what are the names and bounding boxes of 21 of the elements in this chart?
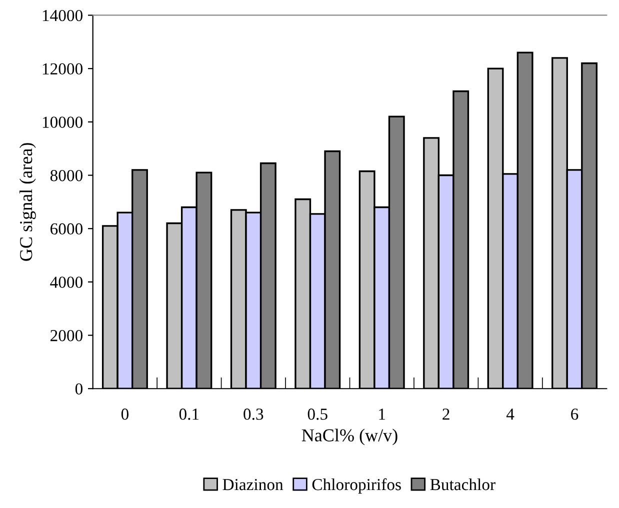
x-axis-title: NaCl% (w/v) bbox=[302, 428, 398, 446]
y-tick-label: 14000 bbox=[42, 10, 82, 22]
x-tick-label: 0.3 bbox=[244, 408, 264, 420]
legend-label: Butachlor bbox=[430, 478, 496, 490]
y-tick-label: 0 bbox=[75, 383, 82, 395]
x-tick-label: 0.5 bbox=[308, 408, 328, 420]
x-tick-label: 6 bbox=[571, 408, 578, 420]
x-tick-label: 0 bbox=[121, 408, 128, 420]
y-tick-label: 8000 bbox=[50, 170, 82, 182]
x-tick-label: 2 bbox=[442, 408, 450, 420]
x-tick-label: 1 bbox=[379, 408, 386, 420]
y-tick-label: 10000 bbox=[42, 116, 82, 128]
x-tick-label: 0.1 bbox=[179, 408, 199, 420]
x-tick-label: 4 bbox=[506, 408, 514, 420]
legend-label: Chloropirifos bbox=[312, 478, 401, 494]
y-axis-title: GC signal (area) bbox=[19, 143, 36, 261]
y-tick-label: 6000 bbox=[50, 223, 82, 235]
y-tick-label: 4000 bbox=[50, 276, 82, 288]
legend-label: Diazinon bbox=[222, 478, 284, 490]
y-tick-label: 12000 bbox=[42, 63, 82, 75]
y-tick-label: 2000 bbox=[50, 330, 82, 342]
